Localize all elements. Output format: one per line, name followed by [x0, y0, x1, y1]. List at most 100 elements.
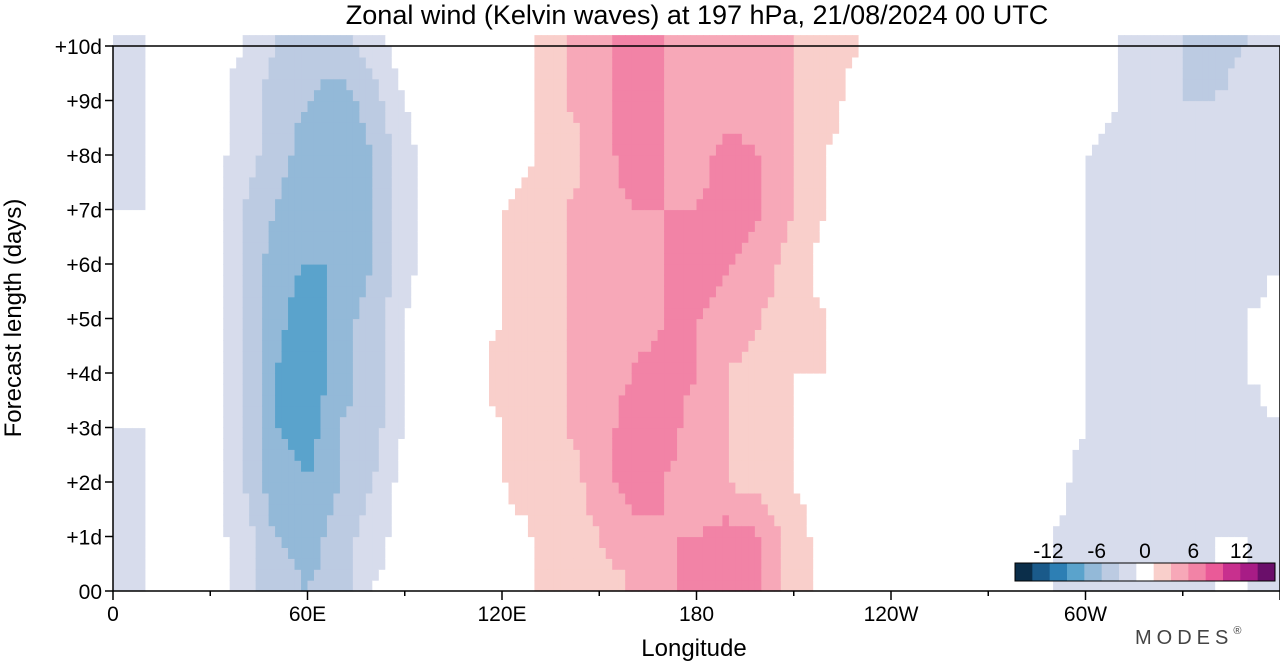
- heatmap-cell: [281, 362, 289, 374]
- heatmap-cell: [262, 438, 270, 450]
- heatmap-cell: [579, 340, 587, 352]
- heatmap-cell: [651, 220, 659, 232]
- heatmap-cell: [346, 492, 354, 505]
- heatmap-cell: [722, 187, 730, 200]
- heatmap-cell: [534, 198, 542, 211]
- heatmap-cell: [715, 449, 724, 461]
- heatmap-cell: [612, 209, 620, 221]
- heatmap-cell: [313, 416, 322, 429]
- heatmap-cell: [430, 460, 438, 472]
- heatmap-cell: [586, 492, 594, 505]
- heatmap-cell: [378, 340, 386, 352]
- heatmap-cell: [651, 56, 659, 69]
- heatmap-cell: [553, 231, 561, 243]
- heatmap-cell: [540, 35, 548, 47]
- heatmap-cell: [119, 78, 127, 91]
- heatmap-cell: [592, 242, 600, 254]
- heatmap-cell: [605, 307, 613, 320]
- heatmap-cell: [404, 111, 412, 123]
- heatmap-cell: [236, 144, 244, 156]
- heatmap-cell: [573, 307, 581, 320]
- heatmap-cell: [469, 373, 477, 385]
- heatmap-cell: [599, 460, 607, 472]
- heatmap-cell: [612, 569, 620, 581]
- heatmap-cell: [592, 536, 600, 548]
- heatmap-cell: [715, 165, 724, 178]
- heatmap-cell: [158, 416, 166, 429]
- heatmap-cell: [119, 296, 127, 309]
- heatmap-cell: [372, 351, 380, 363]
- heatmap-cell: [683, 569, 691, 581]
- heatmap-cell: [424, 394, 432, 407]
- heatmap-cell: [670, 274, 678, 287]
- heatmap-cell: [158, 220, 166, 232]
- heatmap-cell: [638, 536, 646, 548]
- heatmap-cell: [424, 242, 432, 254]
- heatmap-cell: [450, 220, 458, 232]
- heatmap-cell: [210, 318, 218, 330]
- heatmap-cell: [164, 296, 172, 309]
- heatmap-cell: [670, 144, 678, 156]
- heatmap-cell: [579, 318, 587, 330]
- heatmap-cell: [320, 176, 328, 189]
- heatmap-cell: [566, 460, 574, 472]
- heatmap-cell: [359, 394, 367, 407]
- heatmap-cell: [612, 56, 620, 69]
- heatmap-cell: [223, 89, 231, 102]
- heatmap-cell: [722, 198, 730, 211]
- heatmap-cell: [443, 209, 451, 221]
- heatmap-cell: [573, 285, 581, 298]
- heatmap-cell: [592, 307, 600, 320]
- heatmap-cell: [268, 35, 276, 47]
- heatmap-cell: [664, 405, 672, 418]
- heatmap-cell: [138, 558, 147, 570]
- heatmap-cell: [534, 187, 542, 200]
- heatmap-cell: [294, 100, 302, 112]
- heatmap-cell: [566, 242, 574, 254]
- heatmap-cell: [151, 318, 159, 330]
- heatmap-cell: [502, 155, 510, 167]
- heatmap-cell: [164, 133, 172, 145]
- heatmap-cell: [262, 449, 270, 461]
- heatmap-cell: [301, 176, 309, 189]
- heatmap-cell: [249, 242, 257, 254]
- heatmap-cell: [741, 285, 749, 298]
- heatmap-cell: [145, 111, 153, 123]
- heatmap-cell: [456, 536, 464, 548]
- heatmap-cell: [249, 296, 257, 309]
- heatmap-cell: [171, 492, 179, 505]
- heatmap-cell: [190, 460, 198, 472]
- heatmap-cell: [709, 187, 717, 200]
- heatmap-cell: [722, 296, 730, 309]
- heatmap-cell: [631, 264, 639, 276]
- heatmap-cell: [586, 35, 594, 47]
- heatmap-cell: [197, 198, 205, 211]
- heatmap-cell: [404, 220, 412, 232]
- heatmap-cell: [138, 492, 147, 505]
- heatmap-cell: [618, 155, 626, 167]
- heatmap-cell: [417, 492, 425, 505]
- heatmap-cell: [514, 253, 523, 265]
- heatmap-cell: [638, 209, 646, 221]
- heatmap-cell: [352, 122, 360, 134]
- heatmap-cell: [203, 56, 211, 69]
- heatmap-cell: [638, 503, 646, 516]
- heatmap-cell: [424, 296, 432, 309]
- heatmap-cell: [605, 471, 613, 483]
- heatmap-cell: [391, 362, 399, 374]
- heatmap-cell: [404, 264, 412, 276]
- heatmap-cell: [171, 514, 179, 527]
- heatmap-cell: [164, 547, 172, 559]
- heatmap-cell: [521, 285, 529, 298]
- heatmap-cell: [385, 46, 393, 58]
- heatmap-cell: [605, 329, 613, 341]
- heatmap-cell: [132, 220, 140, 232]
- heatmap-cell: [430, 449, 438, 461]
- heatmap-cell: [158, 35, 166, 47]
- heatmap-cell: [599, 231, 607, 243]
- heatmap-cell: [715, 558, 724, 570]
- heatmap-cell: [625, 558, 633, 570]
- heatmap-cell: [385, 449, 393, 461]
- heatmap-cell: [365, 351, 373, 363]
- heatmap-cell: [346, 307, 354, 320]
